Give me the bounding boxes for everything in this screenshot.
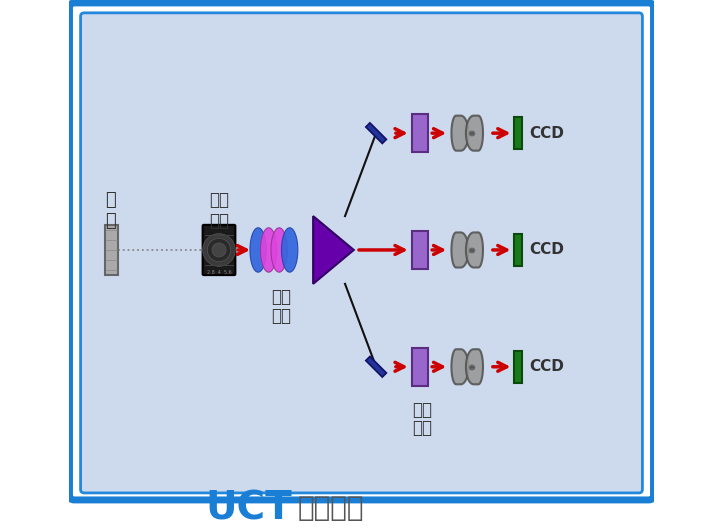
Text: 目: 目	[105, 191, 116, 209]
Text: 标: 标	[105, 211, 116, 229]
Text: 强器: 强器	[412, 419, 432, 438]
Polygon shape	[281, 228, 298, 272]
Text: CCD: CCD	[530, 243, 565, 258]
Text: 成像: 成像	[209, 191, 229, 209]
Polygon shape	[366, 123, 386, 143]
Circle shape	[202, 234, 236, 267]
FancyBboxPatch shape	[514, 350, 522, 383]
Polygon shape	[260, 228, 277, 272]
Text: 中创联达: 中创联达	[297, 494, 364, 522]
FancyBboxPatch shape	[514, 234, 522, 266]
Text: -: -	[469, 362, 474, 372]
FancyBboxPatch shape	[105, 225, 118, 275]
FancyBboxPatch shape	[411, 114, 428, 152]
Text: 耦合: 耦合	[272, 306, 291, 324]
Polygon shape	[466, 116, 483, 151]
Polygon shape	[466, 349, 483, 384]
Text: 分光: 分光	[272, 288, 291, 306]
Polygon shape	[466, 233, 483, 268]
Circle shape	[212, 243, 226, 257]
Polygon shape	[366, 356, 386, 377]
Polygon shape	[271, 228, 287, 272]
Text: -: -	[469, 128, 474, 138]
Text: -: -	[469, 245, 474, 255]
FancyBboxPatch shape	[411, 231, 428, 269]
FancyBboxPatch shape	[202, 225, 236, 275]
Polygon shape	[451, 349, 469, 384]
Polygon shape	[451, 233, 469, 268]
Text: CCD: CCD	[530, 126, 565, 141]
Text: UCT: UCT	[206, 489, 293, 527]
Text: CCD: CCD	[530, 359, 565, 374]
Circle shape	[208, 238, 231, 262]
Polygon shape	[250, 228, 266, 272]
FancyBboxPatch shape	[514, 117, 522, 149]
FancyBboxPatch shape	[69, 3, 654, 500]
FancyBboxPatch shape	[80, 13, 643, 493]
Text: 像增: 像增	[412, 401, 432, 418]
Polygon shape	[313, 216, 354, 284]
Text: 系统: 系统	[209, 211, 229, 229]
Polygon shape	[451, 116, 469, 151]
Text: 2.8  4  5.6: 2.8 4 5.6	[207, 270, 231, 275]
FancyBboxPatch shape	[411, 348, 428, 386]
